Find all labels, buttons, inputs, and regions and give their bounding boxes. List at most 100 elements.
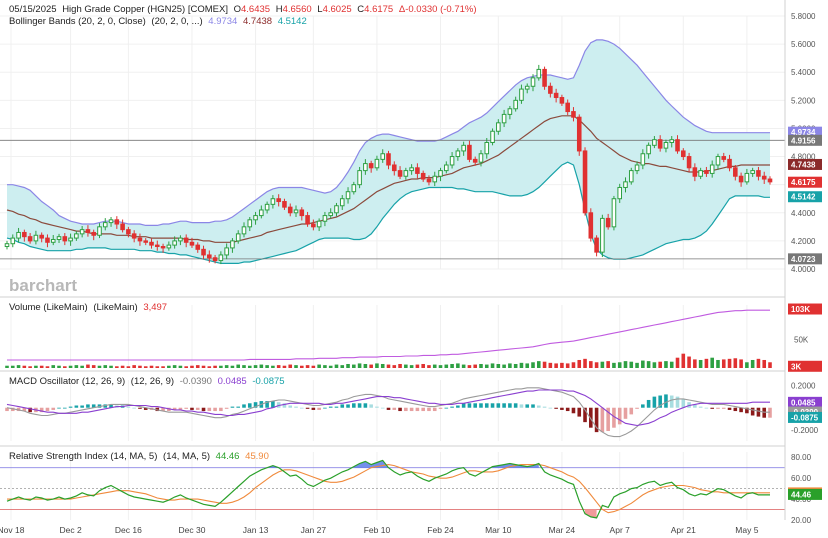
macd-histogram-bar	[247, 403, 252, 408]
volume-params: (LikeMain)	[93, 302, 137, 313]
price-candle-body	[276, 198, 281, 203]
volume-bar	[80, 365, 84, 368]
price-candle-body	[733, 167, 738, 177]
price-candle-body	[426, 178, 432, 183]
volume-header: Volume (LikeMain) (LikeMain) 3,497	[9, 302, 167, 313]
macd-histogram-bar	[201, 407, 206, 412]
macd-histogram-bar	[352, 403, 356, 408]
price-candle-body	[50, 238, 56, 243]
price-candle-body	[524, 85, 530, 90]
header-low-label: L	[317, 4, 322, 15]
price-tag-bg	[788, 126, 822, 138]
macd-histogram-bar	[45, 407, 50, 412]
price-candle-body	[449, 156, 455, 166]
price-candle-body	[744, 172, 750, 183]
price-candle-body	[420, 172, 426, 180]
macd-histogram-bar	[63, 407, 67, 409]
macd-histogram-bar	[392, 407, 397, 410]
header-date: 05/15/2025	[9, 4, 57, 15]
macd-histogram-bar	[756, 407, 761, 417]
macd-histogram-bar	[652, 396, 657, 408]
price-candle-body	[432, 175, 438, 183]
volume-bar	[542, 361, 547, 368]
volume-bar	[635, 362, 639, 368]
price-candle-body	[617, 186, 623, 200]
macd-line	[6, 387, 770, 438]
volume-bar	[219, 365, 223, 368]
price-candle-body	[160, 246, 166, 249]
volume-bar	[213, 365, 217, 368]
volume-bar	[762, 359, 767, 368]
macd-histogram-bar	[693, 404, 697, 408]
volume-bar	[693, 359, 697, 368]
volume-bar	[346, 363, 350, 368]
price-candle-body	[415, 167, 420, 174]
price-candle-body	[143, 240, 149, 243]
price-candle-body	[600, 217, 605, 253]
volume-bar	[68, 365, 73, 368]
macd-histogram-bar	[195, 407, 200, 410]
macd-tick-label: 0.2000	[791, 382, 816, 391]
volume-bar	[479, 363, 483, 368]
volume-bar	[721, 359, 726, 368]
volume-bar	[710, 357, 714, 368]
price-candle-body	[519, 88, 524, 101]
volume-bar	[392, 365, 397, 368]
header-open-label: O	[234, 4, 241, 15]
macd-histogram-bar	[733, 407, 738, 412]
volume-bar	[288, 364, 293, 368]
price-tag: 4.0723	[791, 255, 816, 264]
volume-bar	[143, 366, 148, 368]
price-candle-body	[16, 231, 21, 239]
price-candle-body	[282, 201, 287, 208]
bollinger-params: (20, 2, 0, ...)	[151, 16, 202, 27]
price-candle-body	[553, 92, 559, 99]
macd-histogram-bar	[427, 407, 431, 412]
macd-histogram-bar	[421, 407, 425, 412]
macd-histogram-bar	[294, 406, 298, 408]
volume-bar	[727, 358, 732, 368]
price-candle-body	[316, 220, 322, 228]
volume-bar	[363, 363, 368, 368]
volume-bar	[398, 363, 402, 368]
price-candle-body	[559, 97, 565, 104]
macd-histogram-bar	[583, 407, 587, 423]
volume-bar	[155, 366, 160, 368]
macd-histogram-bar	[577, 407, 582, 417]
volume-bar	[589, 361, 593, 368]
price-candle-body	[548, 85, 553, 94]
volume-bar	[571, 362, 576, 368]
macd-histogram-bar	[658, 395, 662, 408]
rsi-header: Relative Strength Index (14, MA, 5) (14,…	[9, 451, 269, 462]
price-candle-body	[663, 142, 669, 149]
macd-histogram-bar	[178, 407, 183, 410]
price-candle-body	[328, 212, 333, 217]
watermark-logo: barchart	[9, 276, 77, 295]
macd-histogram-bar	[311, 407, 316, 410]
volume-bar	[750, 359, 755, 368]
macd-histogram-bar	[617, 407, 622, 425]
price-candle-body	[345, 191, 351, 200]
price-candle-body	[692, 167, 698, 177]
macd-histogram-bar	[513, 403, 518, 408]
price-candle-body	[102, 222, 108, 228]
macd-histogram-bar	[727, 407, 732, 410]
price-candle-body	[322, 215, 328, 222]
volume-panel[interactable]: 103K50K103K3K	[5, 303, 822, 372]
macd-histogram-bar	[496, 403, 501, 408]
macd-histogram-bar	[606, 407, 610, 432]
macd-histogram-bar	[646, 399, 651, 408]
volume-bar	[467, 365, 472, 368]
price-candle-body	[634, 164, 640, 172]
price-panel[interactable]: 4.00004.20004.40004.60004.80005.00005.20…	[0, 12, 822, 274]
bollinger-upper-line	[7, 39, 770, 226]
volume-bar	[103, 365, 108, 368]
macd-histogram-bar	[380, 407, 385, 409]
macd-histogram-bar	[721, 407, 726, 409]
macd-histogram-bar	[467, 403, 472, 408]
header-close: 4.6175	[364, 4, 393, 15]
price-candle-body	[68, 237, 73, 242]
